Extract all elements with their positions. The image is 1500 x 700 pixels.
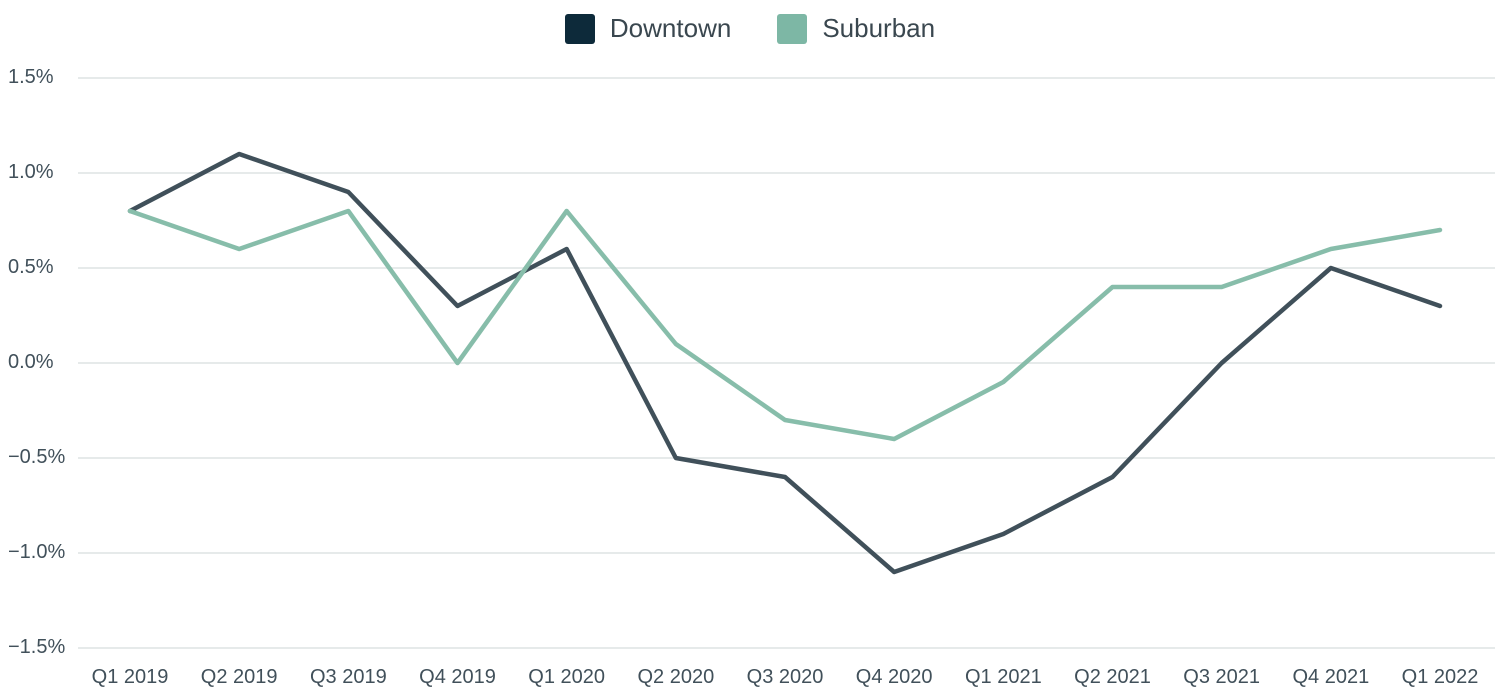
legend-label-downtown: Downtown [609,13,732,43]
y-tick-label: 0.0% [8,351,54,374]
y-tick-label: 1.5% [8,66,54,89]
downtown-line-series [127,151,1443,575]
x-tick-label: Q1 2022 [1401,666,1479,688]
downtown-swatch [564,13,595,44]
y-tick-label: −1.0% [8,541,66,564]
x-tick-label: Q1 2021 [964,666,1042,688]
y-tick-label: −1.5% [8,636,66,659]
x-tick-label: Q4 2020 [855,666,933,688]
legend-label-suburban: Suburban [822,13,936,43]
x-tick-label: Q2 2019 [200,666,278,688]
legend-item-downtown[interactable]: Downtown [564,13,732,44]
x-tick-label: Q2 2021 [1074,666,1151,688]
suburban-swatch [777,13,808,44]
chart-legend: Downtown Suburban [0,13,1500,44]
x-tick-label: Q1 2020 [528,666,606,688]
x-tick-label: Q3 2020 [746,666,824,688]
legend-item-suburban[interactable]: Suburban [777,13,935,44]
suburban-line-series [127,208,1443,442]
x-tick-label: Q2 2020 [637,666,715,688]
y-tick-label: −0.5% [8,446,66,469]
x-tick-label: Q3 2021 [1183,666,1261,688]
y-tick-label: 1.0% [8,161,54,184]
x-tick-label: Q3 2019 [309,666,387,688]
x-tick-label: Q4 2019 [419,666,496,688]
x-tick-label: Q4 2021 [1292,666,1370,688]
y-tick-label: 0.5% [8,256,54,279]
x-tick-label: Q1 2019 [91,666,169,688]
